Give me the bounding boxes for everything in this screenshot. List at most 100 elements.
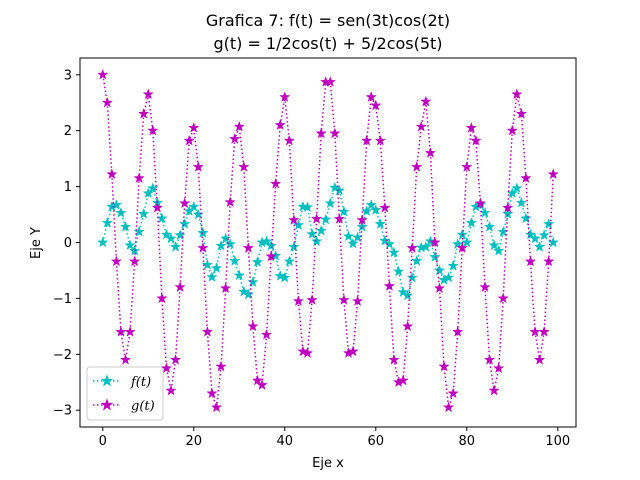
x-axis-label: Eje x [312,456,344,471]
data-point [210,262,223,274]
data-point [151,201,164,213]
data-point [206,271,218,282]
data-point [392,265,405,277]
data-point [515,196,528,208]
data-point [174,229,186,241]
data-point [156,292,168,304]
data-point [488,239,500,251]
data-point [201,258,214,270]
data-point [265,250,277,262]
data-point [283,134,295,146]
data-point [411,161,423,172]
legend-marker-f [100,374,114,387]
data-point [502,208,514,219]
plot-frame [79,57,577,428]
data-point [374,218,387,229]
data-point [119,353,132,365]
data-point [133,225,145,237]
series-f [97,181,559,301]
data-point [329,127,341,139]
data-point [433,282,446,294]
data-point [147,124,159,136]
data-point [292,219,305,230]
data-point [320,213,332,225]
data-point [215,239,227,251]
data-point [338,294,350,305]
data-point [188,121,200,133]
data-point [247,276,259,288]
data-point [219,282,232,294]
data-point [315,127,327,139]
data-point [370,99,382,111]
data-point [361,134,373,146]
data-point [356,220,368,232]
data-point [406,242,418,253]
data-point [529,325,541,337]
data-point [515,107,528,119]
data-point [192,161,204,172]
y-tick-label: −1 [53,292,72,307]
data-point [197,227,209,238]
data-point [538,229,550,241]
data-point [192,208,204,220]
data-point [97,236,109,248]
legend-marker-g [100,398,114,411]
data-point [238,285,250,297]
data-point [301,347,314,359]
data-point [124,325,136,337]
data-point [397,374,409,386]
legend-label-g: g(t) [131,399,155,414]
data-point [388,353,400,365]
data-point [215,360,227,372]
data-point [547,168,559,180]
data-point [365,91,377,102]
x-tick-label: 80 [459,434,476,449]
data-point [219,232,232,244]
data-point [411,254,423,266]
data-point [306,294,318,305]
data-point [447,260,459,271]
data-point [101,216,113,228]
data-point [529,232,541,244]
data-point [474,197,487,209]
data-point [229,133,241,144]
data-point [538,325,550,337]
y-tick-label: 3 [64,68,72,83]
data-point [101,96,113,108]
data-point [420,241,432,252]
data-point [347,237,359,249]
data-point [224,196,236,208]
data-point [138,107,150,119]
y-tick-label: 2 [64,124,72,139]
data-point [274,119,286,130]
data-point [497,292,509,304]
data-point [524,255,537,267]
data-point [147,182,159,194]
data-point [365,199,377,210]
data-point [433,264,446,276]
data-point [329,181,341,193]
data-point [465,216,478,228]
x-tick-label: 40 [276,434,293,449]
data-point [292,295,305,307]
data-point [238,161,250,172]
data-point [342,230,355,242]
data-point [492,244,505,256]
data-point [197,242,209,253]
data-point [401,289,414,301]
data-point [233,120,245,132]
data-point [251,256,264,267]
data-point [533,241,546,252]
data-point [424,147,437,158]
data-point [379,201,391,213]
data-point [456,242,468,253]
data-point [206,387,218,399]
y-tick-label: 1 [64,180,72,195]
series-g [97,68,559,413]
data-point [188,200,200,212]
data-point [452,325,464,337]
data-point [242,288,255,300]
data-point [383,238,396,249]
data-point [483,220,496,232]
